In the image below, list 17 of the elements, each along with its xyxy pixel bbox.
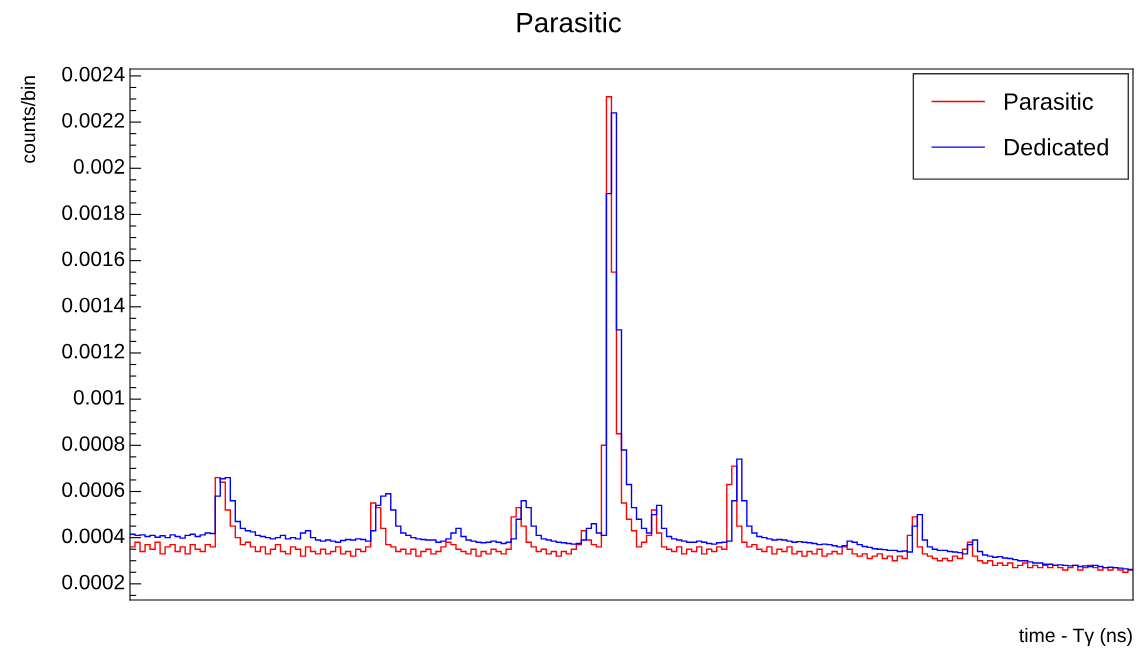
y-tick-label: 0.0018: [62, 205, 125, 221]
x-axis-title: time - Tγ (ns): [1019, 627, 1132, 647]
legend-label: Dedicated: [1005, 138, 1108, 156]
chart-title: Parasitic: [517, 12, 622, 33]
y-tick-label: 0.001: [73, 389, 125, 405]
y-tick-label: 0.0006: [62, 482, 125, 498]
legend-label: Parasitic: [1005, 92, 1093, 110]
y-tick-label: 0.0002: [62, 574, 125, 590]
y-tick-label: 0.0012: [62, 343, 125, 359]
y-tick-label: 0.0014: [62, 297, 125, 313]
y-axis-title: counts/bin: [20, 76, 36, 163]
y-tick-label: 0.002: [73, 159, 125, 174]
y-tick-label: 0.0004: [62, 528, 125, 544]
y-tick-label: 0.0022: [62, 112, 125, 128]
y-tick-label: 0.0024: [62, 66, 125, 82]
y-tick-label: 0.0008: [62, 436, 125, 451]
y-tick-label: 0.0016: [62, 251, 125, 267]
